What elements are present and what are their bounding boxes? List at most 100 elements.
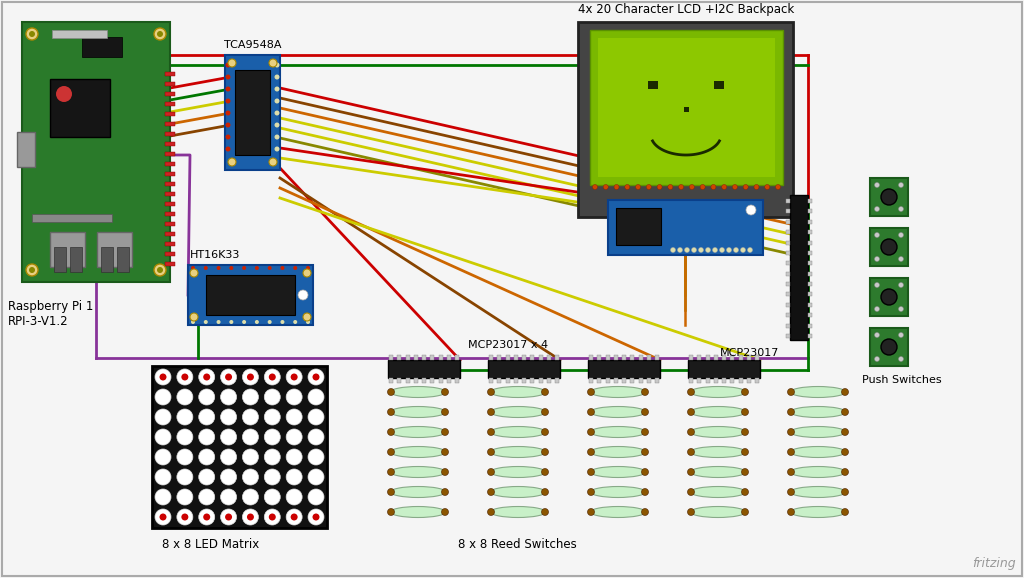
Bar xyxy=(808,199,812,203)
Circle shape xyxy=(787,409,795,416)
Circle shape xyxy=(874,332,880,338)
Circle shape xyxy=(243,429,258,445)
Circle shape xyxy=(177,469,193,485)
Circle shape xyxy=(286,449,302,465)
Bar xyxy=(786,334,790,338)
Ellipse shape xyxy=(690,427,745,438)
Bar xyxy=(870,228,908,266)
Circle shape xyxy=(308,369,324,385)
Circle shape xyxy=(874,183,880,187)
Circle shape xyxy=(700,184,706,190)
Circle shape xyxy=(291,373,298,380)
Circle shape xyxy=(387,388,394,395)
Bar xyxy=(547,355,551,360)
Circle shape xyxy=(842,509,849,516)
Bar xyxy=(165,192,175,196)
Bar xyxy=(17,132,35,167)
Circle shape xyxy=(199,389,215,405)
Circle shape xyxy=(199,489,215,505)
Circle shape xyxy=(268,373,275,380)
Bar xyxy=(730,378,734,383)
Ellipse shape xyxy=(791,427,846,438)
Circle shape xyxy=(387,428,394,435)
Bar xyxy=(613,355,617,360)
Bar xyxy=(630,355,634,360)
Circle shape xyxy=(588,409,595,416)
Ellipse shape xyxy=(390,506,445,517)
Circle shape xyxy=(679,184,684,190)
Bar xyxy=(414,355,418,360)
Circle shape xyxy=(787,509,795,516)
Circle shape xyxy=(741,428,749,435)
Ellipse shape xyxy=(791,406,846,417)
Bar xyxy=(539,355,543,360)
Ellipse shape xyxy=(591,387,645,398)
Circle shape xyxy=(242,266,246,270)
Circle shape xyxy=(306,266,310,270)
Bar xyxy=(790,195,808,340)
Circle shape xyxy=(216,266,220,270)
Bar xyxy=(152,366,327,528)
Ellipse shape xyxy=(490,427,546,438)
Text: MCP23017 x 4: MCP23017 x 4 xyxy=(468,340,548,350)
Circle shape xyxy=(733,247,738,253)
Bar xyxy=(430,378,434,383)
Bar xyxy=(165,72,175,76)
Circle shape xyxy=(286,469,302,485)
Bar xyxy=(755,378,759,383)
Bar xyxy=(70,247,82,272)
Ellipse shape xyxy=(591,406,645,417)
Circle shape xyxy=(881,189,897,205)
Circle shape xyxy=(308,429,324,445)
Bar xyxy=(870,328,908,366)
Bar xyxy=(655,378,659,383)
Bar xyxy=(539,378,543,383)
Circle shape xyxy=(614,184,620,190)
Bar xyxy=(730,355,734,360)
Bar xyxy=(522,355,526,360)
Circle shape xyxy=(228,158,236,166)
Bar xyxy=(714,81,724,89)
Circle shape xyxy=(787,488,795,495)
Circle shape xyxy=(190,313,198,321)
Bar xyxy=(455,378,459,383)
Circle shape xyxy=(293,266,297,270)
Ellipse shape xyxy=(591,487,645,498)
Bar xyxy=(165,222,175,226)
Bar xyxy=(117,247,129,272)
Ellipse shape xyxy=(490,506,546,517)
Circle shape xyxy=(199,429,215,445)
Circle shape xyxy=(274,62,280,68)
Circle shape xyxy=(874,232,880,238)
Bar xyxy=(165,262,175,266)
Circle shape xyxy=(636,184,641,190)
Circle shape xyxy=(243,389,258,405)
Circle shape xyxy=(441,428,449,435)
Ellipse shape xyxy=(490,406,546,417)
Circle shape xyxy=(684,247,689,253)
Circle shape xyxy=(775,184,780,190)
Circle shape xyxy=(641,409,648,416)
Bar xyxy=(414,378,418,383)
Circle shape xyxy=(898,306,903,312)
Circle shape xyxy=(29,31,35,37)
Circle shape xyxy=(641,428,648,435)
Circle shape xyxy=(874,357,880,361)
Circle shape xyxy=(243,369,258,385)
Circle shape xyxy=(220,509,237,525)
Circle shape xyxy=(204,266,208,270)
Circle shape xyxy=(441,388,449,395)
Circle shape xyxy=(177,489,193,505)
Bar xyxy=(808,334,812,338)
Bar xyxy=(786,313,790,317)
Circle shape xyxy=(264,509,281,525)
Circle shape xyxy=(641,388,648,395)
Text: 4x 20 Character LCD +I2C Backpack: 4x 20 Character LCD +I2C Backpack xyxy=(578,3,795,16)
Circle shape xyxy=(264,469,281,485)
Circle shape xyxy=(687,428,694,435)
Circle shape xyxy=(281,320,285,324)
Circle shape xyxy=(225,98,230,103)
Circle shape xyxy=(264,369,281,385)
Bar xyxy=(165,252,175,256)
Bar xyxy=(530,355,535,360)
